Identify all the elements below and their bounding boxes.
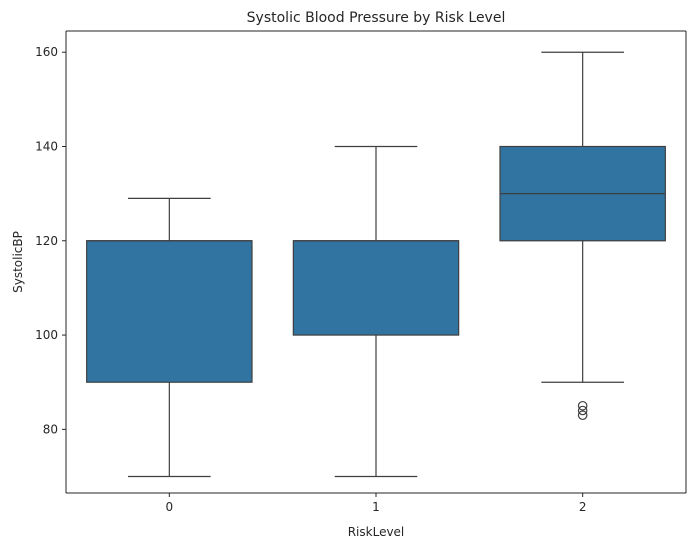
plot-area xyxy=(66,30,687,493)
chart-title: Systolic Blood Pressure by Risk Level xyxy=(247,10,506,26)
y-tick-label: 160 xyxy=(35,45,58,59)
box-group-2 xyxy=(499,51,666,421)
outlier-point xyxy=(577,400,588,411)
y-tick-label: 100 xyxy=(35,328,58,342)
y-tick-label: 120 xyxy=(35,234,58,248)
outlier-point xyxy=(577,405,588,416)
y-axis-label: SystolicBP xyxy=(11,231,25,293)
x-axis-label: RiskLevel xyxy=(348,525,405,539)
y-tick-label: 140 xyxy=(35,140,58,154)
y-tick-label: 80 xyxy=(43,422,58,436)
box-group-1 xyxy=(292,145,460,478)
x-tick-label: 2 xyxy=(579,500,587,514)
x-axis: 0 1 2 xyxy=(66,492,686,514)
y-axis: 80 100 120 140 160 xyxy=(35,31,67,493)
x-tick-label: 1 xyxy=(372,500,380,514)
outlier-point xyxy=(577,410,588,421)
box-0 xyxy=(86,240,253,383)
box-1 xyxy=(292,240,460,336)
box-group-0 xyxy=(86,197,253,478)
x-tick-label: 0 xyxy=(166,500,174,514)
